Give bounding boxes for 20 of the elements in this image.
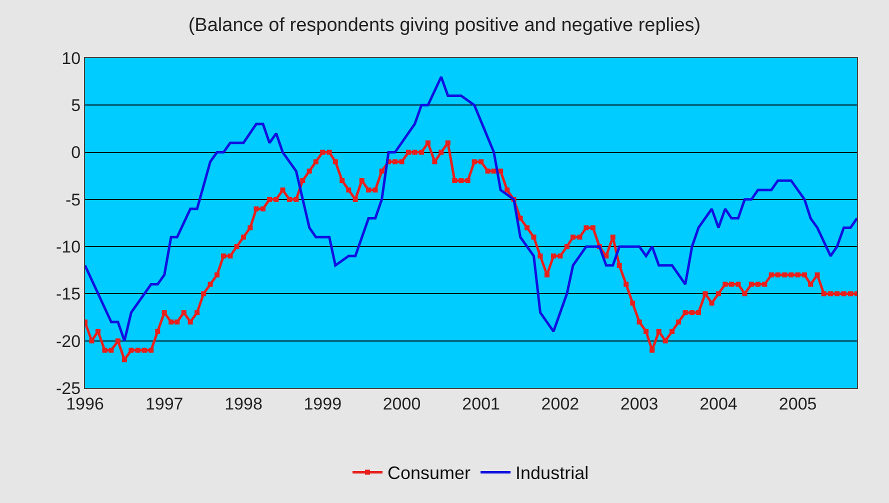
y-tick-label: -20	[56, 332, 81, 351]
x-tick-label: 1999	[304, 394, 342, 414]
x-tick-label: 1997	[145, 394, 184, 414]
legend-label: Consumer	[388, 463, 471, 484]
line-series	[85, 76, 857, 342]
x-tick-label: 2000	[382, 394, 421, 414]
y-tick-label: -10	[56, 238, 81, 257]
x-tick-label: 2004	[700, 394, 738, 414]
x-tick-label: 1998	[224, 394, 262, 414]
y-tick-label: 10	[62, 48, 81, 68]
chart-title: (Balance of respondents giving positive and negative replies)	[188, 14, 701, 36]
x-tick-label: 2005	[778, 394, 817, 414]
x-tick-label: 2003	[620, 394, 658, 414]
y-tick-label: -5	[65, 190, 81, 210]
y-tick-label: 5	[71, 96, 81, 116]
x-tick-label: 2001	[462, 394, 500, 414]
y-tick-label: -15	[56, 284, 81, 304]
y-tick-label: 0	[71, 143, 81, 162]
x-tick-label: 2002	[541, 394, 580, 414]
legend-label: Industrial	[516, 463, 589, 484]
